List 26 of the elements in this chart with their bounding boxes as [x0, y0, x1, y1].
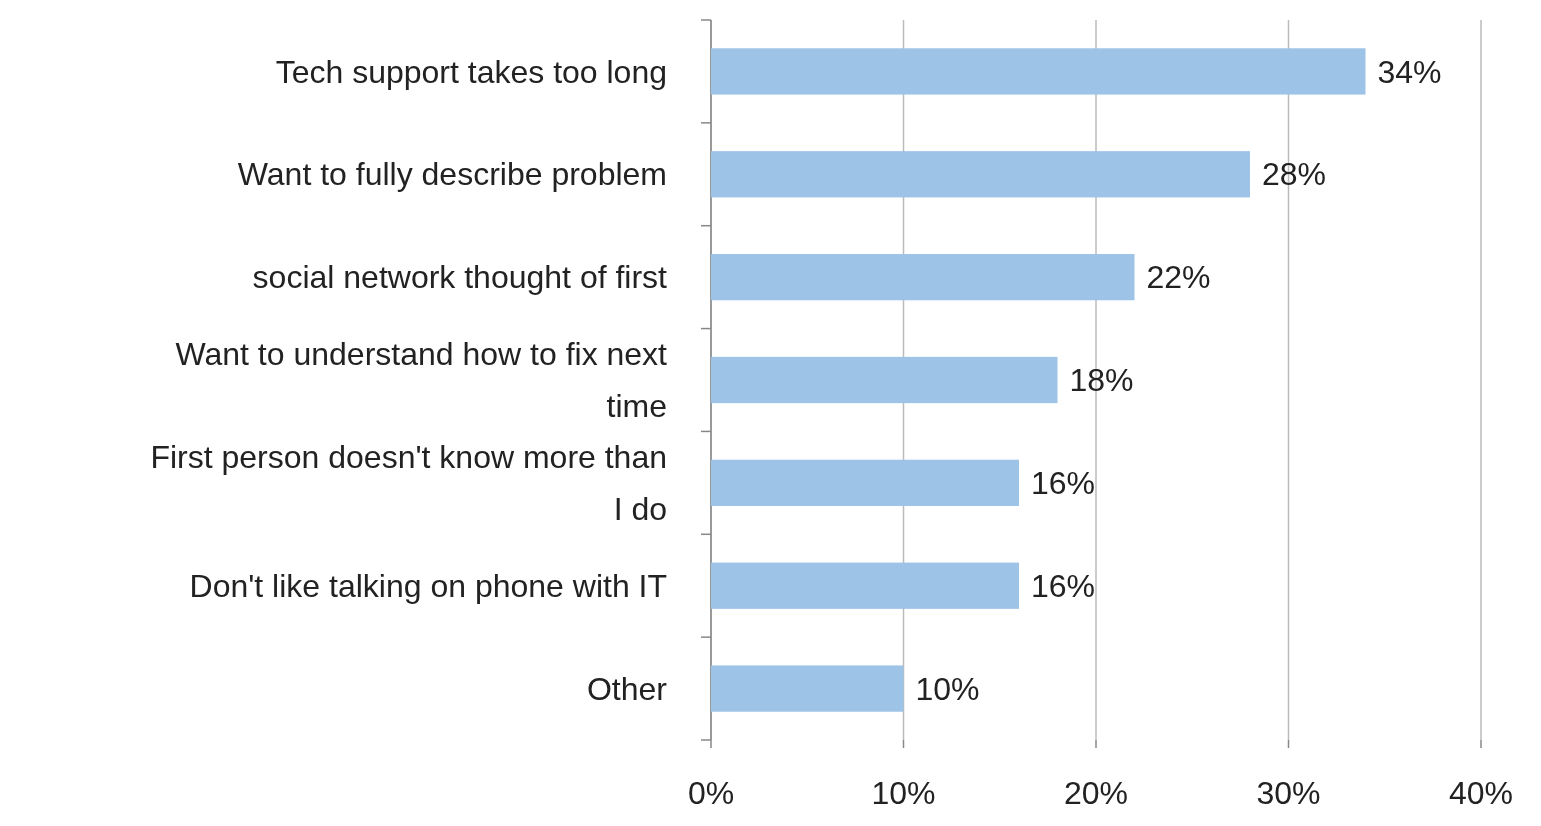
bar: [711, 356, 1058, 404]
data-label: 16%: [1031, 465, 1096, 502]
y-tick-label: Tech support takes too long: [275, 53, 667, 90]
x-tick-label: 0%: [687, 775, 735, 811]
bar: [711, 48, 1366, 95]
data-label: 16%: [1031, 567, 1096, 604]
y-tick-label: Don't like talking on phone with IT: [189, 567, 667, 604]
x-tick-label: 10%: [871, 775, 936, 811]
y-tick-label: Want to fully describe problem: [237, 156, 667, 193]
data-label: 10%: [915, 670, 980, 707]
bar: [711, 254, 1135, 301]
bar: [711, 459, 1019, 506]
y-tick-label: First person doesn't know more than I do: [150, 439, 667, 528]
data-label: 34%: [1377, 53, 1442, 90]
x-tick-label: 40%: [1448, 775, 1514, 811]
bar: [711, 151, 1250, 198]
y-tick-label: social network thought of first: [252, 259, 668, 296]
bar: [711, 665, 904, 712]
x-tick-label: 30%: [1256, 775, 1321, 811]
data-label: 18%: [1069, 362, 1134, 399]
data-label: 22%: [1146, 259, 1211, 296]
y-tick-label: Want to understand how to fix next time: [175, 336, 668, 425]
x-tick-label: 20%: [1063, 775, 1129, 811]
bar: [711, 562, 1019, 609]
data-label: 28%: [1262, 156, 1327, 193]
y-tick-label: Other: [586, 670, 668, 707]
